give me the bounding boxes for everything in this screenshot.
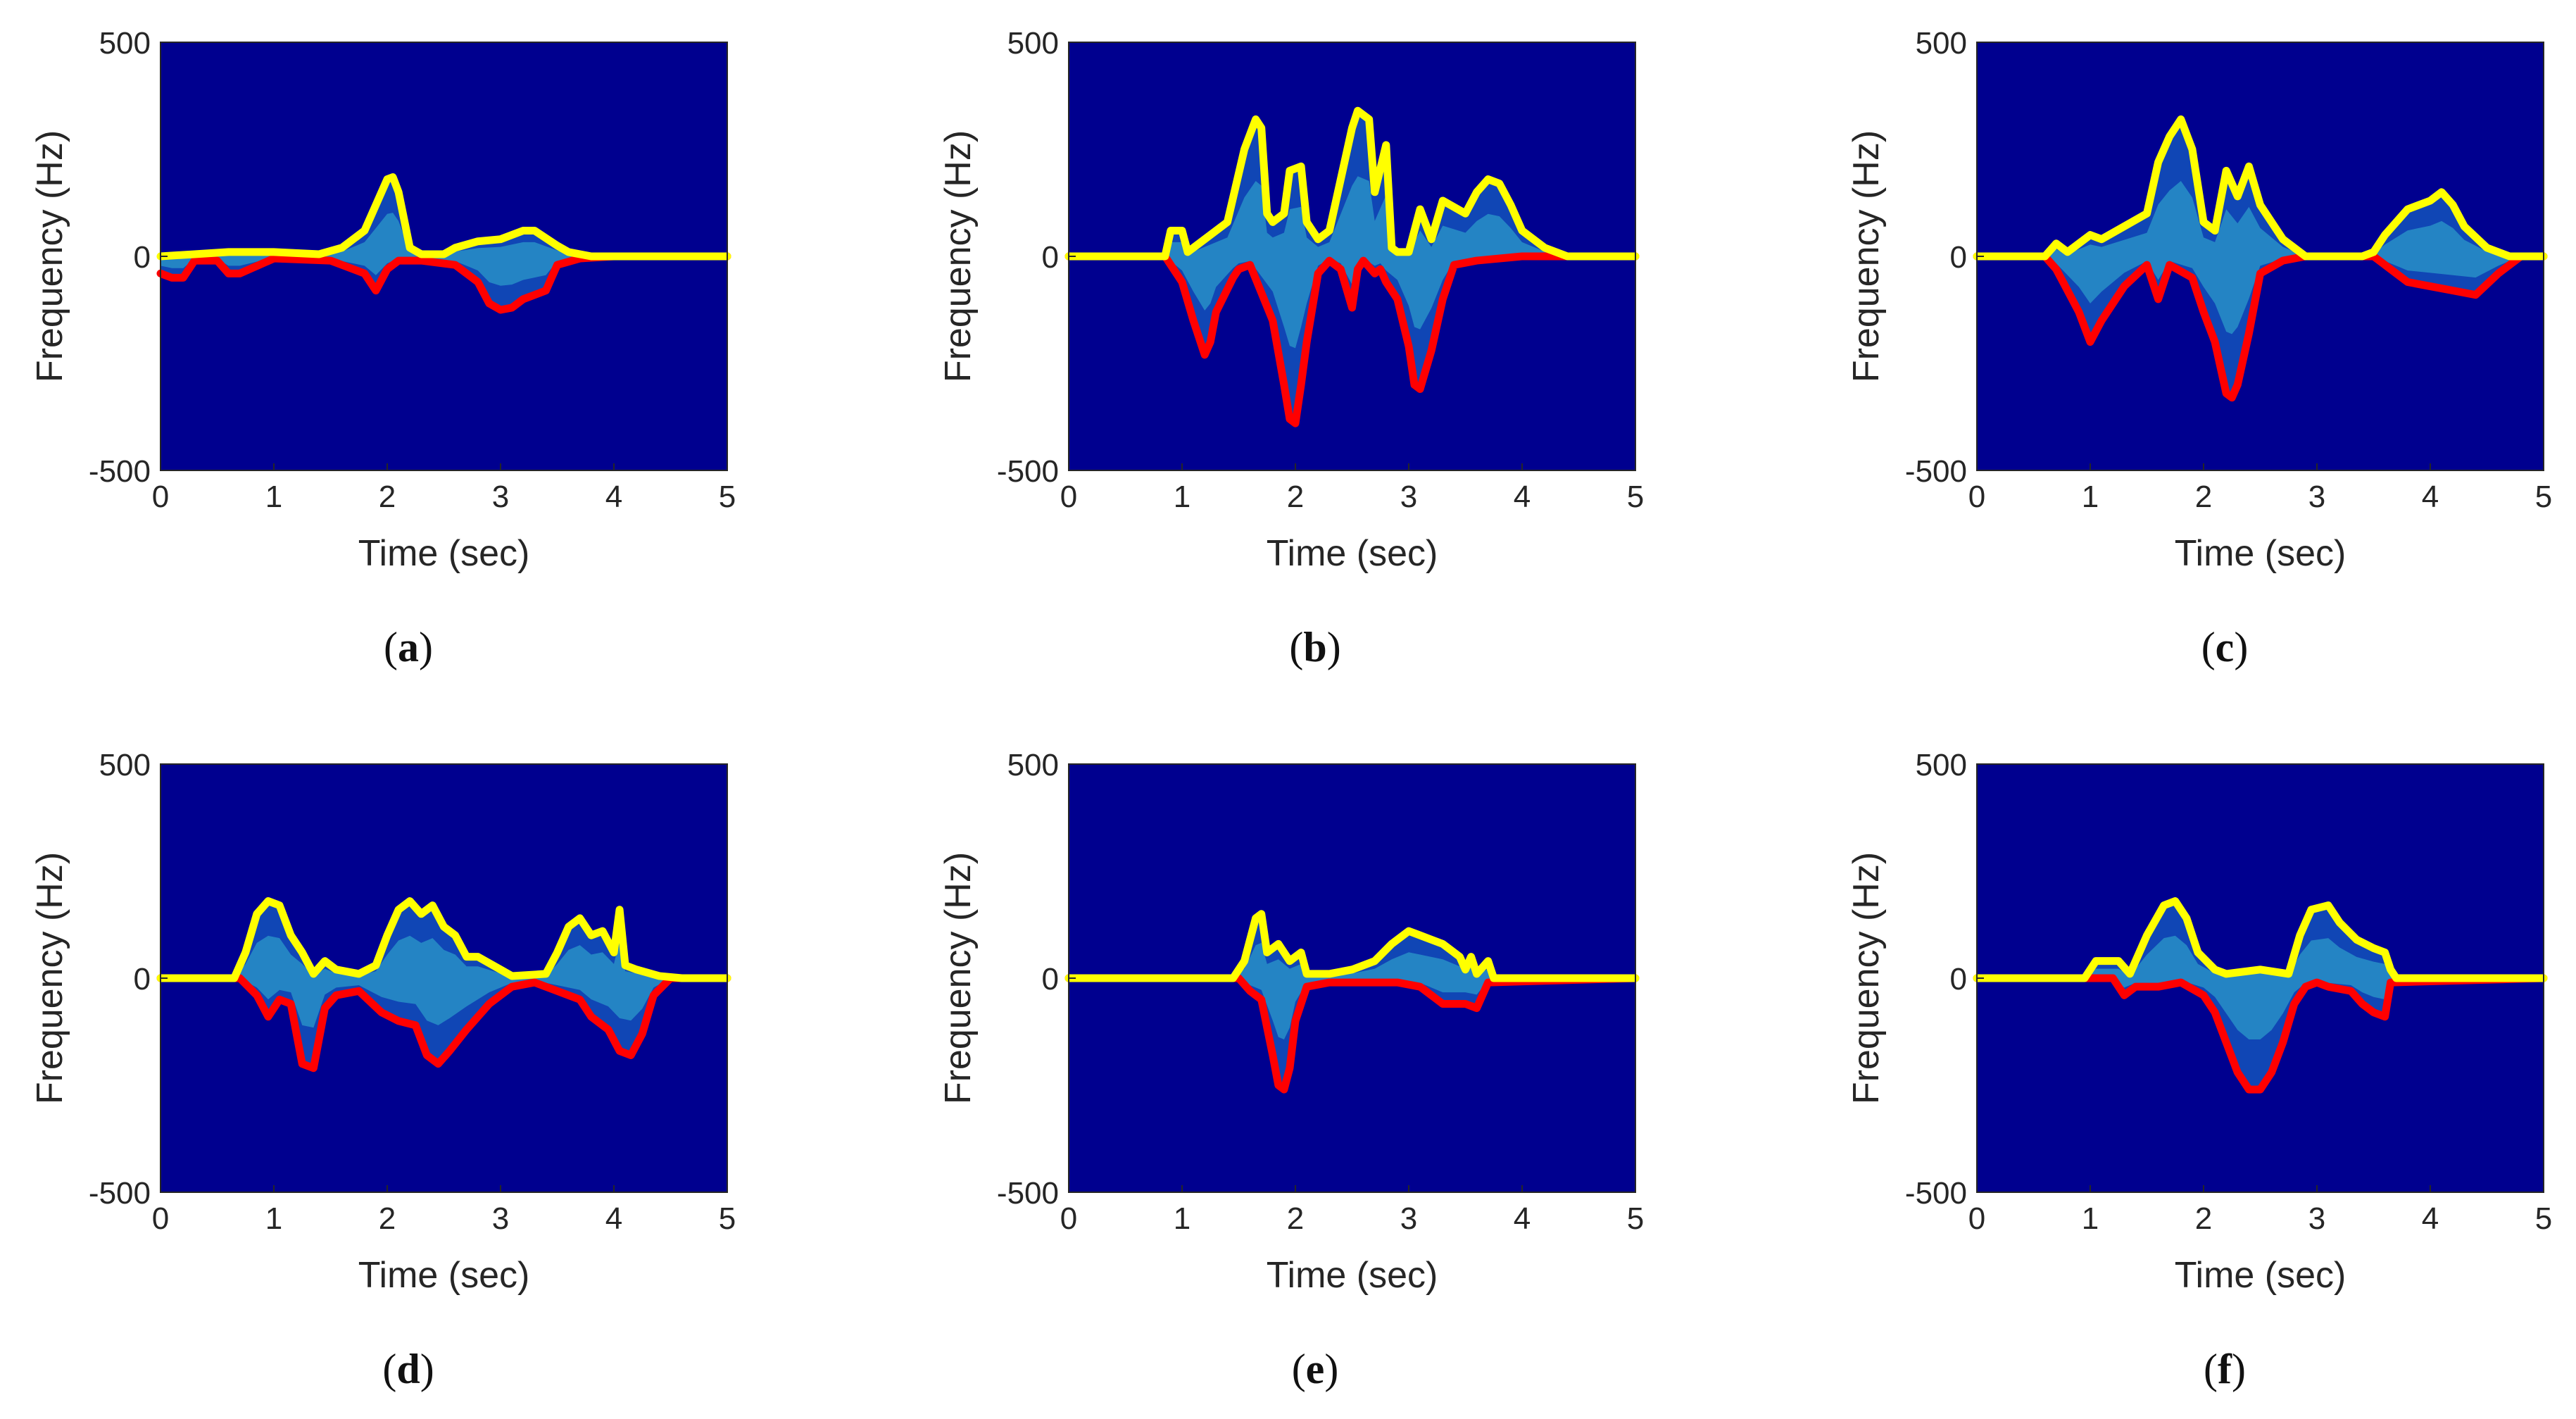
- y-axis-label: Frequency (Hz): [1846, 852, 1887, 1104]
- x-tick-label: 5: [719, 480, 736, 514]
- x-axis-label: Time (sec): [1267, 1255, 1438, 1296]
- spectral-energy-core: [161, 935, 727, 1028]
- x-tick-label: 2: [379, 1201, 396, 1236]
- x-tick-label: 0: [1060, 1201, 1077, 1236]
- x-tick-label: 2: [379, 480, 396, 514]
- caption-b: (b): [1289, 624, 1341, 670]
- y-tick-label: 500: [1007, 748, 1059, 782]
- upper-envelope-line: [1064, 106, 1640, 261]
- x-tick-label: 0: [152, 1201, 169, 1236]
- y-axis-label: Frequency (Hz): [30, 852, 70, 1104]
- y-tick-label: -500: [1905, 454, 1967, 489]
- x-tick-label: 4: [605, 1201, 622, 1236]
- x-tick-label: 5: [2535, 480, 2552, 514]
- spectral-energy-core: [1069, 176, 1635, 349]
- caption-e: (e): [1291, 1346, 1339, 1392]
- lower-envelope-line: [156, 252, 731, 314]
- lower-envelope-line: [1064, 252, 1640, 427]
- y-axis-label: Frequency (Hz): [1846, 130, 1887, 382]
- y-axis-label: Frequency (Hz): [938, 130, 979, 382]
- y-tick-label: 0: [1950, 962, 1967, 996]
- x-axis-label: Time (sec): [358, 1255, 530, 1296]
- lower-envelope-line: [156, 974, 731, 1073]
- caption-c: (c): [2201, 624, 2249, 670]
- x-tick-label: 4: [1514, 480, 1531, 514]
- x-tick-label: 1: [265, 480, 282, 514]
- spectral-energy-fill: [1977, 901, 2544, 1090]
- y-tick-label: -500: [997, 454, 1059, 489]
- lower-envelope-line: [1973, 974, 2548, 1094]
- x-tick-label: 0: [1968, 480, 1985, 514]
- x-tick-label: 3: [1400, 480, 1417, 514]
- x-tick-label: 3: [492, 1201, 509, 1236]
- lower-envelope-line: [1064, 974, 1640, 1094]
- x-tick-label: 2: [1287, 480, 1304, 514]
- y-tick-label: -500: [997, 1176, 1059, 1211]
- y-tick-label: 500: [99, 26, 151, 61]
- y-tick-label: 500: [1007, 26, 1059, 61]
- caption-f: (f): [2204, 1346, 2246, 1392]
- caption-a: (a): [384, 624, 433, 670]
- x-tick-label: 3: [2308, 1201, 2325, 1236]
- spectral-energy-fill: [1069, 111, 1635, 424]
- x-tick-label: 3: [1400, 1201, 1417, 1236]
- x-axis-label: Time (sec): [1267, 533, 1438, 574]
- caption-d: (d): [382, 1346, 434, 1392]
- y-tick-label: 0: [1042, 240, 1059, 275]
- y-tick-label: 0: [1950, 240, 1967, 275]
- x-tick-label: 0: [152, 480, 169, 514]
- x-tick-label: 5: [1627, 1201, 1644, 1236]
- upper-envelope-line: [156, 897, 731, 982]
- y-tick-label: -500: [89, 454, 151, 489]
- y-tick-label: -500: [89, 1176, 151, 1211]
- spectral-energy-core: [1977, 180, 2544, 335]
- x-tick-label: 5: [2535, 1201, 2552, 1236]
- x-axis-label: Time (sec): [358, 533, 530, 574]
- upper-envelope-line: [156, 173, 731, 261]
- y-axis-label: Frequency (Hz): [938, 852, 979, 1104]
- x-axis-label: Time (sec): [2175, 533, 2346, 574]
- x-tick-label: 1: [1174, 480, 1190, 514]
- x-tick-label: 3: [2308, 480, 2325, 514]
- x-tick-label: 1: [2082, 480, 2099, 514]
- y-tick-label: -500: [1905, 1176, 1967, 1211]
- x-tick-label: 1: [265, 1201, 282, 1236]
- x-tick-label: 0: [1968, 1201, 1985, 1236]
- x-tick-label: 5: [719, 1201, 736, 1236]
- x-tick-label: 1: [2082, 1201, 2099, 1236]
- spectral-energy-core: [1977, 935, 2544, 1039]
- x-tick-label: 2: [1287, 1201, 1304, 1236]
- x-tick-label: 2: [2195, 480, 2212, 514]
- lower-envelope-line: [1973, 252, 2548, 402]
- x-tick-label: 2: [2195, 1201, 2212, 1236]
- x-tick-label: 4: [2422, 1201, 2439, 1236]
- x-tick-label: 4: [605, 480, 622, 514]
- x-axis-label: Time (sec): [2175, 1255, 2346, 1296]
- upper-envelope-line: [1973, 115, 2548, 261]
- y-tick-label: 500: [1916, 748, 1967, 782]
- y-tick-label: 0: [134, 962, 151, 996]
- x-tick-label: 1: [1174, 1201, 1190, 1236]
- spectral-energy-fill: [1977, 119, 2544, 398]
- x-tick-label: 0: [1060, 480, 1077, 514]
- spectral-energy-fill: [161, 901, 727, 1068]
- x-tick-label: 4: [1514, 1201, 1531, 1236]
- y-tick-label: 0: [1042, 962, 1059, 996]
- x-tick-label: 4: [2422, 480, 2439, 514]
- x-tick-label: 5: [1627, 480, 1644, 514]
- y-axis-label: Frequency (Hz): [30, 130, 70, 382]
- y-tick-label: 0: [134, 240, 151, 275]
- upper-envelope-line: [1064, 910, 1640, 982]
- upper-envelope-line: [1973, 897, 2548, 982]
- y-tick-label: 500: [1916, 26, 1967, 61]
- y-tick-label: 500: [99, 748, 151, 782]
- x-tick-label: 3: [492, 480, 509, 514]
